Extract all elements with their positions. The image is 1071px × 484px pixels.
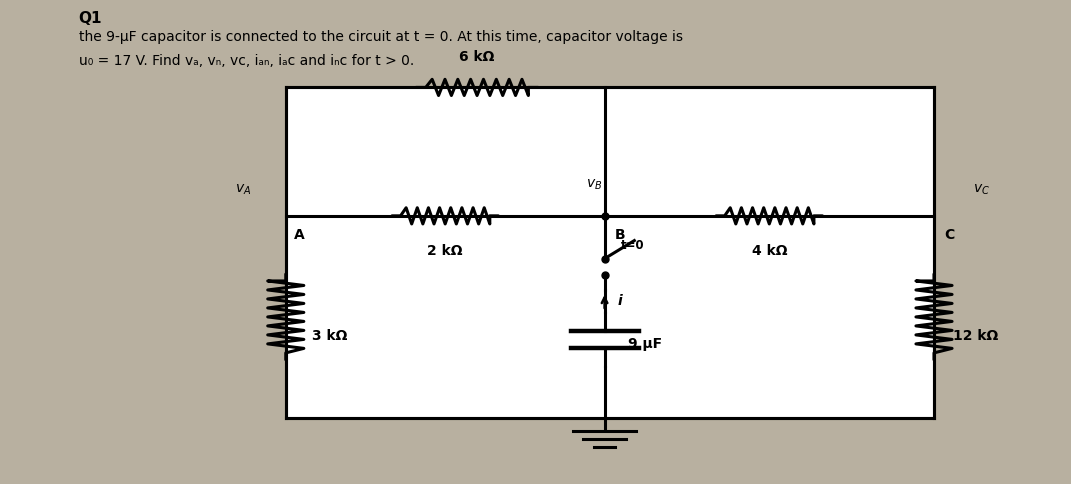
Text: 3 kΩ: 3 kΩ <box>313 329 348 343</box>
Text: A: A <box>295 228 305 242</box>
Text: Q1: Q1 <box>78 11 102 26</box>
Text: $v_B$: $v_B$ <box>586 178 602 192</box>
Text: i: i <box>617 294 622 308</box>
Text: $v_C$: $v_C$ <box>974 182 991 197</box>
Text: C: C <box>945 228 955 242</box>
Text: the 9-μF capacitor is connected to the circuit at t = 0. At this time, capacitor: the 9-μF capacitor is connected to the c… <box>78 30 682 45</box>
Bar <box>286 88 934 418</box>
Text: t=0: t=0 <box>620 239 644 252</box>
Text: u₀ = 17 V. Find vₐ, vₙ, vᴄ, iₐₙ, iₐᴄ and iₙᴄ for t > 0.: u₀ = 17 V. Find vₐ, vₙ, vᴄ, iₐₙ, iₐᴄ and… <box>78 54 413 68</box>
Text: 4 kΩ: 4 kΩ <box>752 244 787 258</box>
Text: B: B <box>615 228 625 242</box>
Text: 6 kΩ: 6 kΩ <box>459 50 495 63</box>
Text: 12 kΩ: 12 kΩ <box>953 329 998 343</box>
Text: 2 kΩ: 2 kΩ <box>427 244 463 258</box>
Text: 9 μF: 9 μF <box>628 337 662 351</box>
Text: $v_A$: $v_A$ <box>236 182 252 197</box>
